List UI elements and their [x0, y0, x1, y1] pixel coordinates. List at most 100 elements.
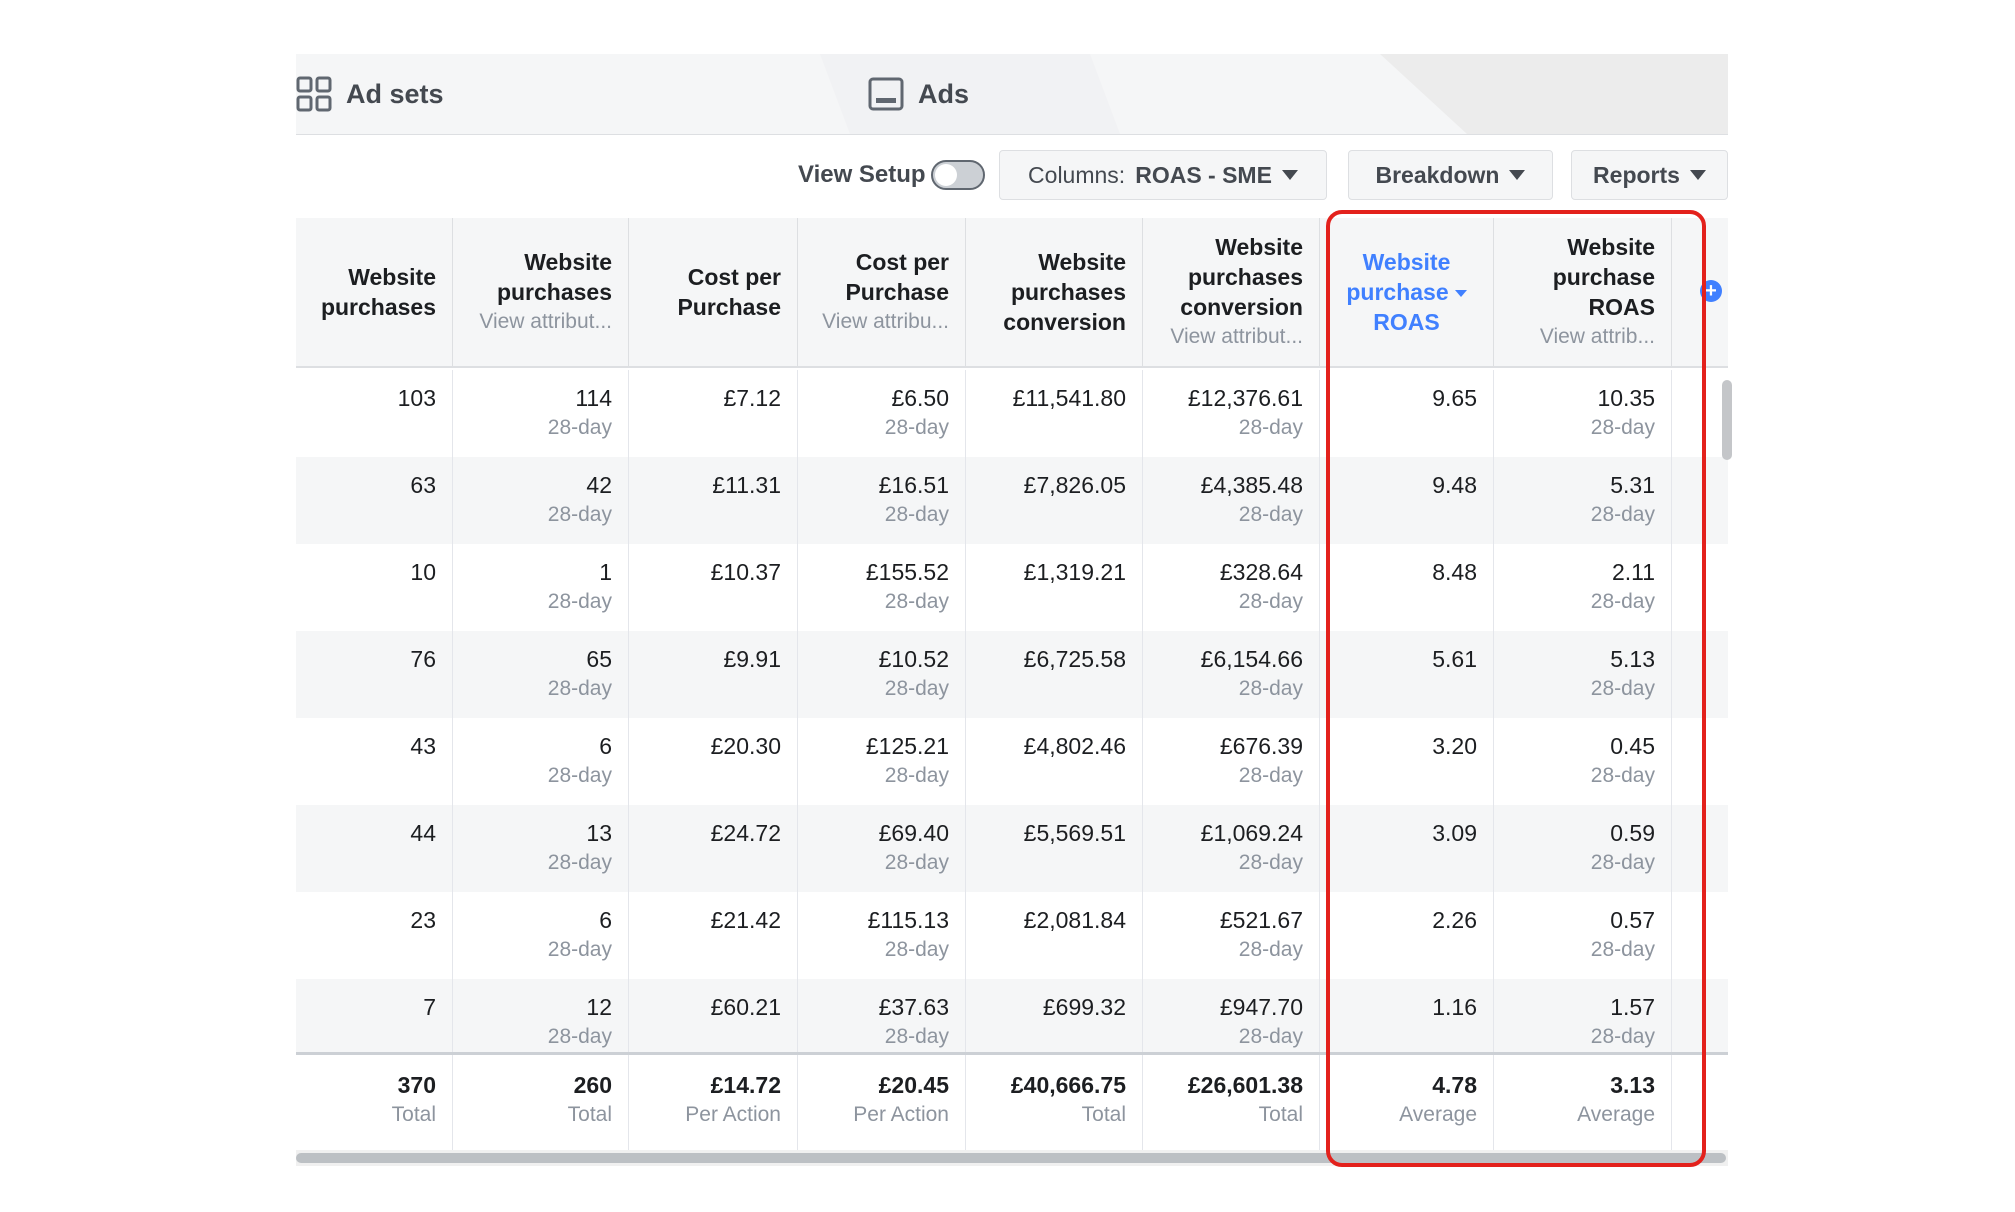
- column-header[interactable]: Website purchase ROAS View attrib...: [1494, 218, 1672, 366]
- cell-value: £947.70: [1219, 994, 1303, 1020]
- cell-value: £125.21: [865, 733, 949, 759]
- breakdown-dropdown[interactable]: Breakdown: [1348, 150, 1553, 200]
- total-label: Average: [1577, 1103, 1655, 1126]
- table-row[interactable]: 43 6 28-day £20.30 £125.21 28-day £4,802.46 £67…: [296, 718, 1728, 805]
- column-header-label: conversion: [1003, 309, 1126, 335]
- column-header-label: purchases: [320, 294, 436, 320]
- column-header-label: Website: [1567, 234, 1655, 260]
- total-label: Per Action: [685, 1103, 781, 1126]
- table-row[interactable]: 7 12 28-day £60.21 £37.63 28-day £699.32 £947.7…: [296, 979, 1728, 1066]
- table-cell: 1.57 28-day: [1494, 979, 1672, 1066]
- table-cell: £2,081.84: [966, 892, 1143, 979]
- view-attribution-link[interactable]: View attribut...: [1170, 325, 1303, 348]
- horizontal-scrollbar[interactable]: [296, 1150, 1728, 1166]
- column-header[interactable]: Website purchases conversion View attribut.…: [1143, 218, 1320, 366]
- table-row[interactable]: 76 65 28-day £9.91 £10.52 28-day £6,725.58 £6,1…: [296, 631, 1728, 718]
- cell-value: £4,385.48: [1200, 472, 1303, 498]
- cell-value: 3.20: [1432, 733, 1477, 759]
- scrollbar-thumb[interactable]: [296, 1153, 1726, 1163]
- cell-attribution: 28-day: [547, 677, 612, 700]
- view-attribution-link[interactable]: View attribut...: [479, 310, 612, 333]
- table-cell: £676.39 28-day: [1143, 718, 1320, 805]
- table-cell: £1,069.24 28-day: [1143, 805, 1320, 892]
- table-cell: 0.45 28-day: [1494, 718, 1672, 805]
- cell-value: £6,725.58: [1023, 646, 1126, 672]
- ad-preview-icon: [868, 76, 904, 112]
- table-cell: £5,569.51: [966, 805, 1143, 892]
- cell-value: £21.42: [710, 907, 781, 933]
- cell-value: £24.72: [710, 820, 781, 846]
- cell-value: 23: [410, 907, 436, 933]
- view-attribution-link[interactable]: View attrib...: [1539, 325, 1655, 348]
- cell-attribution: 28-day: [1238, 851, 1303, 874]
- table-cell: 5.31 28-day: [1494, 457, 1672, 544]
- column-header[interactable]: Cost per Purchase: [629, 218, 798, 366]
- cell-attribution: 28-day: [1590, 938, 1655, 961]
- tab-ads[interactable]: Ads: [868, 54, 969, 134]
- column-header[interactable]: Website purchases: [296, 218, 453, 366]
- table-cell: £6,725.58: [966, 631, 1143, 718]
- column-header[interactable]: Website purchases conversion: [966, 218, 1143, 366]
- columns-value: ROAS - SME: [1135, 161, 1272, 188]
- table-row[interactable]: 63 42 28-day £11.31 £16.51 28-day £7,826.05 £4,…: [296, 457, 1728, 544]
- cell-value: 6: [599, 907, 612, 933]
- table-cell: £10.37: [629, 544, 798, 631]
- cell-value: 43: [410, 733, 436, 759]
- table-cell: £69.40 28-day: [798, 805, 966, 892]
- cell-value: £5,569.51: [1023, 820, 1126, 846]
- vertical-scrollbar[interactable]: [1722, 380, 1732, 460]
- cell-attribution: 28-day: [884, 503, 949, 526]
- table-cell: £6.50 28-day: [798, 370, 966, 457]
- column-header-label: Purchase: [677, 294, 781, 320]
- total-value: £14.72: [710, 1072, 781, 1098]
- view-setup-label: View Setup: [798, 161, 926, 188]
- cell-value: 63: [410, 472, 436, 498]
- total-cell: £40,666.75 Total: [966, 1055, 1143, 1151]
- view-attribution-link[interactable]: View attribu...: [822, 310, 949, 333]
- total-label: Per Action: [853, 1103, 949, 1126]
- cell-attribution: 28-day: [1238, 764, 1303, 787]
- cell-value: £1,069.24: [1200, 820, 1303, 846]
- cell-value: 0.45: [1610, 733, 1655, 759]
- table-row[interactable]: 44 13 28-day £24.72 £69.40 28-day £5,569.51 £1,…: [296, 805, 1728, 892]
- table-row[interactable]: 10 1 28-day £10.37 £155.52 28-day £1,319.21 £32…: [296, 544, 1728, 631]
- view-setup-toggle[interactable]: [931, 160, 985, 190]
- cell-attribution: 28-day: [547, 938, 612, 961]
- total-label: Average: [1399, 1103, 1477, 1126]
- cell-attribution: 28-day: [1590, 590, 1655, 613]
- column-header-label: Website: [524, 249, 612, 275]
- table-cell: £4,385.48 28-day: [1143, 457, 1320, 544]
- tab-ad-sets[interactable]: Ad sets: [296, 54, 444, 134]
- table-cell: £6,154.66 28-day: [1143, 631, 1320, 718]
- cell-attribution: 28-day: [1238, 677, 1303, 700]
- table-cell: 103: [296, 370, 453, 457]
- add-column-icon[interactable]: +: [1700, 280, 1722, 302]
- cell-value: 3.09: [1432, 820, 1477, 846]
- cell-attribution: 28-day: [884, 938, 949, 961]
- table-cell: 7: [296, 979, 453, 1066]
- columns-dropdown[interactable]: Columns: ROAS - SME: [999, 150, 1327, 200]
- column-header[interactable]: Website purchases View attribut...: [453, 218, 629, 366]
- column-header[interactable]: Cost per Purchase View attribu...: [798, 218, 966, 366]
- cell-value: 0.57: [1610, 907, 1655, 933]
- total-label: Total: [1081, 1103, 1126, 1126]
- table-cell: £7,826.05: [966, 457, 1143, 544]
- cell-value: 1.57: [1610, 994, 1655, 1020]
- table-row[interactable]: 103 114 28-day £7.12 £6.50 28-day £11,541.80 £1…: [296, 370, 1728, 457]
- column-header-label: Website: [1215, 234, 1303, 260]
- table-cell: 6 28-day: [453, 892, 629, 979]
- column-header-label: Cost per: [855, 249, 949, 275]
- cell-value: 42: [586, 472, 612, 498]
- column-header[interactable]: Website purchase ROAS: [1320, 218, 1494, 366]
- table-cell: £9.91: [629, 631, 798, 718]
- table-row[interactable]: 23 6 28-day £21.42 £115.13 28-day £2,081.84 £52…: [296, 892, 1728, 979]
- total-cell: £14.72 Per Action: [629, 1055, 798, 1151]
- table-cell: 1 28-day: [453, 544, 629, 631]
- cell-value: 65: [586, 646, 612, 672]
- column-header-label: purchases: [1187, 264, 1303, 290]
- cell-value: 5.61: [1432, 646, 1477, 672]
- table-cell: 9.65: [1320, 370, 1494, 457]
- reports-dropdown[interactable]: Reports: [1571, 150, 1728, 200]
- total-cell: £26,601.38 Total: [1143, 1055, 1320, 1151]
- table-cell: 10.35 28-day: [1494, 370, 1672, 457]
